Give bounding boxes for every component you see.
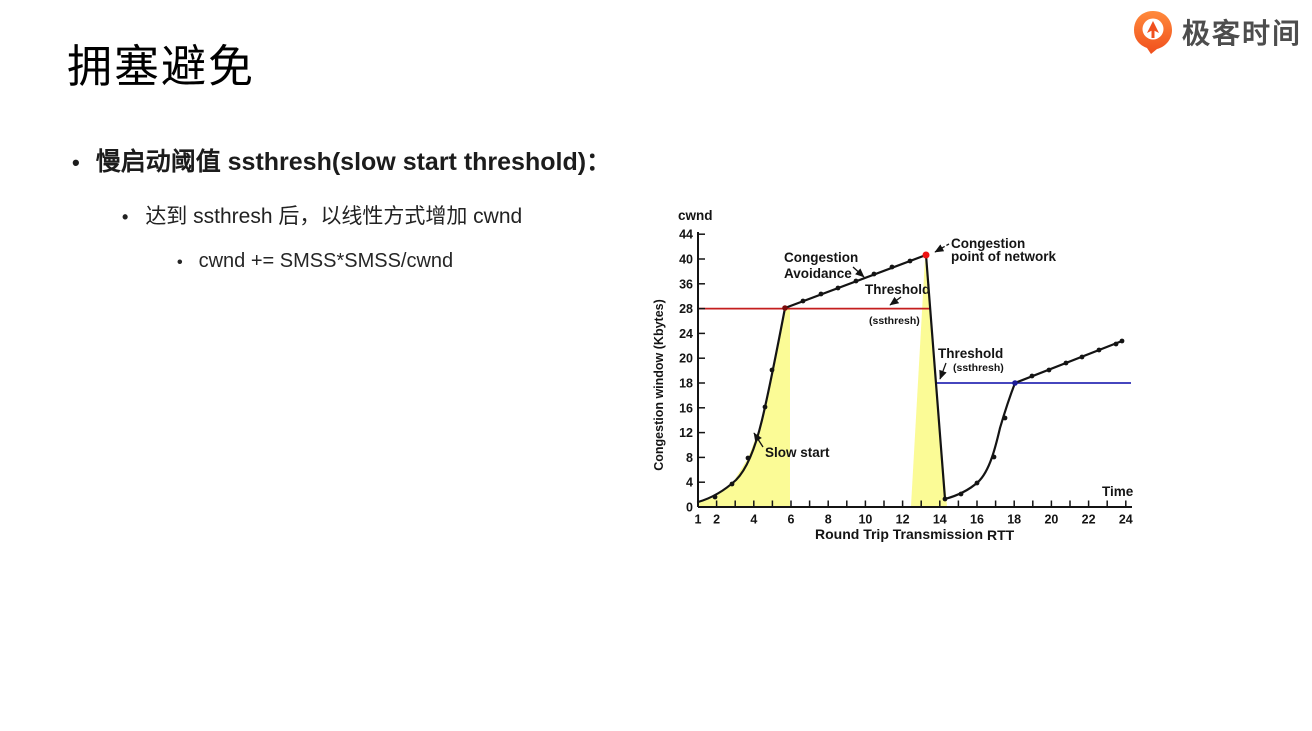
geektime-logo-icon [1133, 11, 1172, 54]
threshold-1-arrow [889, 296, 902, 306]
svg-text:40: 40 [679, 253, 693, 267]
svg-text:18: 18 [1007, 513, 1021, 527]
svg-text:14: 14 [933, 513, 947, 527]
bullet-marker: • [72, 150, 80, 175]
annotation-congestion-avoidance-1: Congestion [784, 250, 858, 265]
svg-text:44: 44 [679, 228, 693, 242]
geektime-logo: 极客时间 [1131, 9, 1302, 55]
axes [697, 232, 1132, 508]
svg-text:20: 20 [679, 352, 693, 366]
annotation-threshold-1: Threshold [865, 282, 930, 297]
x-tick-labels: 1 2 4 6 8 10 12 14 16 18 20 22 24 [695, 513, 1133, 527]
slow-start-arrow [753, 432, 764, 448]
congestion-point-arrow [934, 243, 950, 253]
page-title: 拥塞避免 [67, 41, 256, 92]
x-axis-label: Round Trip Transmission [815, 526, 983, 542]
svg-text:8: 8 [686, 451, 693, 465]
svg-text:24: 24 [679, 327, 693, 341]
svg-text:10: 10 [858, 513, 872, 527]
cwnd-axis-label: cwnd [678, 208, 713, 223]
ssthresh2-reach-point [1012, 380, 1018, 386]
svg-text:4: 4 [686, 476, 693, 490]
svg-text:20: 20 [1044, 513, 1058, 527]
bullet-level1-text: 慢启动阈值 ssthresh(slow start threshold)： [95, 148, 612, 176]
bullet-marker: • [122, 207, 129, 227]
bullet-level3: • cwnd += SMSS*SMSS/cwnd [177, 250, 453, 273]
annotation-slow-start: Slow start [765, 445, 830, 460]
svg-text:16: 16 [679, 401, 693, 415]
svg-text:28: 28 [679, 302, 693, 316]
svg-text:12: 12 [679, 426, 693, 440]
svg-text:1: 1 [695, 513, 702, 527]
svg-text:18: 18 [679, 377, 693, 391]
svg-text:8: 8 [825, 513, 832, 527]
geektime-logo-text: 极客时间 [1181, 18, 1302, 49]
svg-text:6: 6 [788, 513, 795, 527]
annotation-threshold-2: Threshold [938, 346, 1003, 361]
bullet-marker: • [177, 254, 183, 271]
svg-text:16: 16 [970, 513, 984, 527]
bullet-level2-text: 达到 ssthresh 后，以线性方式增加 cwnd [145, 205, 523, 228]
svg-text:4: 4 [750, 513, 757, 527]
y-tick-labels: 0 4 8 12 16 18 20 24 28 36 40 44 [679, 228, 693, 515]
annotation-ssthresh-1: (ssthresh) [869, 315, 920, 327]
time-label: Time [1102, 484, 1134, 499]
svg-text:22: 22 [1082, 513, 1096, 527]
svg-text:36: 36 [679, 277, 693, 291]
svg-text:24: 24 [1119, 513, 1133, 527]
bullet-level2: • 达到 ssthresh 后，以线性方式增加 cwnd [122, 200, 522, 230]
bullet-level1: • 慢启动阈值 ssthresh(slow start threshold)： [72, 142, 611, 178]
svg-text:12: 12 [896, 513, 910, 527]
y-axis-label: Congestion window (Kbytes) [652, 299, 666, 471]
annotation-congestion-avoidance-2: Avoidance [784, 266, 852, 281]
y-ticks [698, 233, 705, 508]
congestion-chart-svg: 0 4 8 12 16 18 20 24 28 36 40 44 [652, 208, 1134, 543]
bullet-level3-text: cwnd += SMSS*SMSS/cwnd [198, 250, 454, 272]
congestion-chart: 0 4 8 12 16 18 20 24 28 36 40 44 [650, 200, 1150, 550]
congestion-point-dot [922, 251, 930, 259]
svg-text:0: 0 [686, 501, 693, 515]
drop-wedge-region [911, 258, 947, 506]
ssthresh-reach-point [782, 305, 788, 311]
annotation-ssthresh-2: (ssthresh) [953, 362, 1004, 374]
x-axis-unit-label: RTT [987, 527, 1015, 543]
data-points [712, 258, 1125, 502]
congestion-avoidance-arrow [852, 266, 865, 278]
annotation-congestion-point-1: Congestion [951, 236, 1025, 251]
svg-text:2: 2 [713, 513, 720, 527]
slow-start-region-1 [698, 308, 790, 506]
annotation-congestion-point-2: point of network [951, 249, 1056, 264]
threshold-2-arrow [939, 362, 947, 380]
x-ticks [697, 500, 1127, 507]
